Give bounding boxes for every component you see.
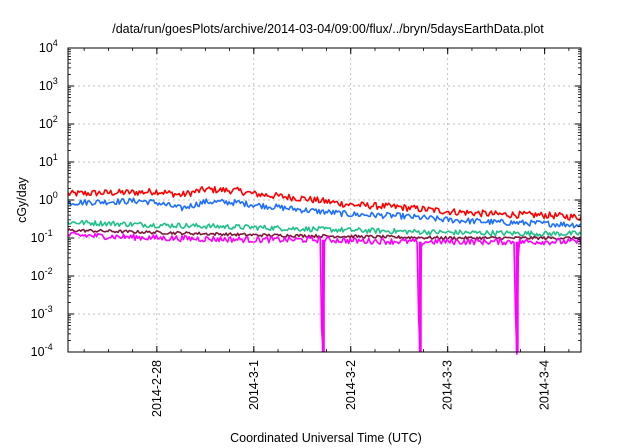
series-dropout: [418, 241, 422, 352]
y-tick-exponent: 2: [53, 114, 58, 124]
x-tick-label: 2014-3-3: [441, 360, 455, 410]
y-tick-label: 102: [39, 114, 58, 131]
series-dropout: [515, 241, 519, 352]
chart-title: /data/run/goesPlots/archive/2014-03-04/0…: [112, 22, 544, 36]
y-tick-exponent: -3: [45, 304, 53, 314]
y-tick-exponent: 4: [53, 38, 58, 48]
y-axis-label: cGy/day: [15, 176, 29, 223]
y-tick-label: 103: [39, 76, 58, 93]
x-tick-label: 2014-3-2: [344, 360, 358, 410]
y-tick-label: 10-3: [31, 304, 53, 321]
x-tick-label: 2014-2-28: [150, 360, 164, 417]
series-dropout: [321, 239, 325, 352]
y-tick-label: 10-4: [31, 342, 53, 359]
y-tick-exponent: -2: [45, 266, 53, 276]
series-line: [67, 197, 582, 229]
y-tick-exponent: -1: [45, 228, 53, 238]
x-tick-label: 2014-3-4: [538, 360, 552, 410]
series-line: [67, 228, 582, 241]
series-layer: [67, 186, 582, 355]
y-tick-label: 100: [39, 190, 58, 207]
y-tick-exponent: 1: [53, 152, 58, 162]
axes-layer: 10410310210110010-110-210-310-42014-2-28…: [31, 38, 582, 417]
series-line: [67, 186, 582, 221]
y-tick-exponent: -4: [45, 342, 53, 352]
y-tick-label: 10-2: [31, 266, 53, 283]
x-axis-label: Coordinated Universal Time (UTC): [230, 431, 422, 445]
y-tick-exponent: 3: [53, 76, 58, 86]
series-line: [67, 219, 582, 237]
y-tick-exponent: 0: [53, 190, 58, 200]
y-tick-label: 101: [39, 152, 58, 169]
y-tick-label: 104: [39, 38, 58, 55]
y-tick-label: 10-1: [31, 228, 53, 245]
x-tick-label: 2014-3-1: [247, 360, 261, 410]
